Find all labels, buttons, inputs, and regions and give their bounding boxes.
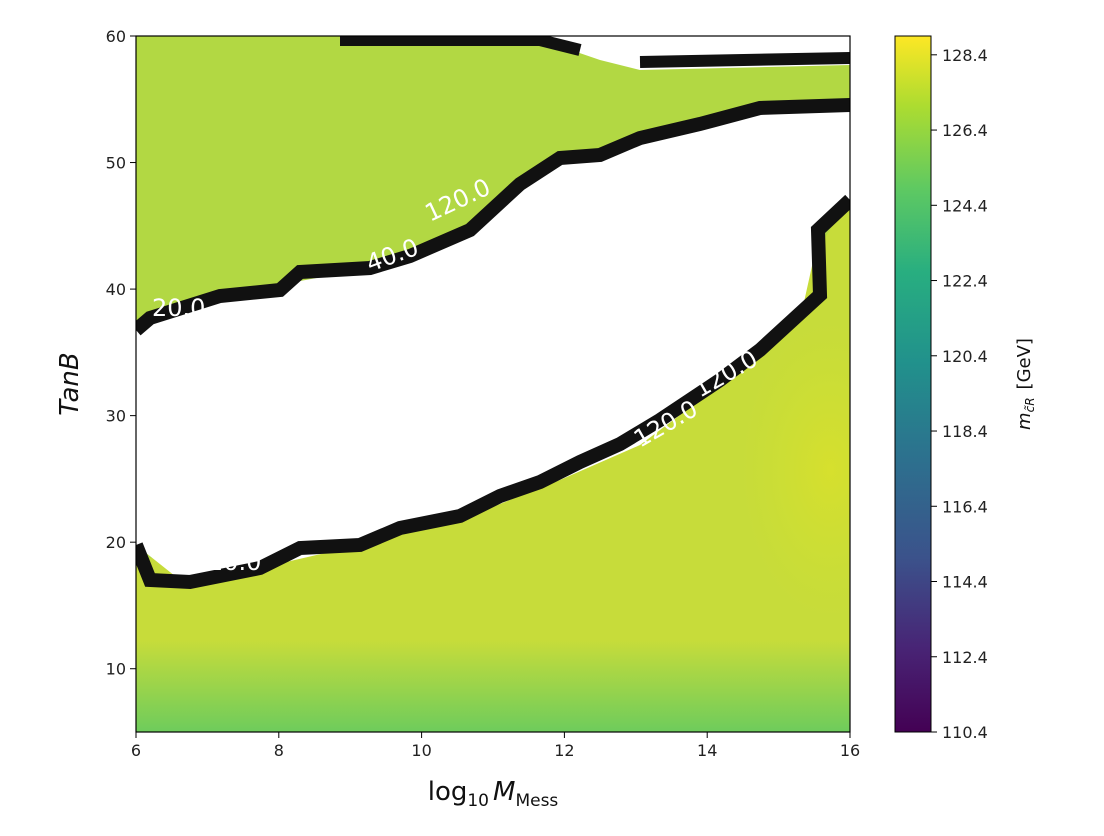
region-maximum [740,320,850,620]
contour-label: 20.0 [208,548,261,576]
contour-upper-boundary [136,98,850,336]
y-axis-title: TanB [55,352,85,415]
colorbar-tick-label: 110.4 [942,723,988,742]
y-tick-label: 50 [106,154,126,173]
colorbar-title-main: m [1014,412,1035,430]
x-tick-label: 6 [131,741,141,760]
x-tick-label: 16 [840,741,860,760]
y-tick-label: 10 [106,660,126,679]
colorbar-tick-label: 126.4 [942,121,988,140]
colorbar-tick-label: 112.4 [942,648,988,667]
x-axis-title-base: log [428,777,468,807]
plot-area: 20.0 20.0 120.0 120.0 40.0 120.0 [136,36,850,732]
x-axis-title-var: M [493,777,515,807]
y-tick-label: 60 [106,27,126,46]
colorbar-tick-label: 124.4 [942,196,988,215]
colorbar-tick-label: 118.4 [942,422,988,441]
x-axis-title: log10 MMess [428,777,559,811]
colorbar [894,35,932,733]
colorbar-tick-label: 114.4 [942,573,988,592]
y-tick-label: 40 [106,280,126,299]
colorbar-tick-label: 122.4 [942,272,988,291]
x-tick-label: 12 [554,741,574,760]
x-axis-title-sub: 10 [467,791,489,811]
colorbar-title-sub: c̃R [1023,397,1037,412]
y-axis: 10 20 30 40 50 60 [106,27,136,679]
y-tick-label: 30 [106,407,126,426]
plot-frame [135,35,851,733]
colorbar-tick-label: 120.4 [942,347,988,366]
y-tick-label: 20 [106,533,126,552]
x-axis: 6 8 10 12 14 16 [131,732,860,760]
contour-label: 20.0 [152,294,205,322]
contour-top-boundary [340,36,582,56]
contour-lower-boundary [136,194,850,590]
x-tick-label: 10 [411,741,431,760]
colorbar-tick-label: 116.4 [942,497,988,516]
contour-top-right-boundary [639,52,850,68]
colorbar-axis: 110.4 112.4 114.4 116.4 118.4 120.4 122.4 124.4… [931,46,988,742]
x-tick-label: 8 [274,741,284,760]
region-bottom-band [136,640,850,732]
region-lower [136,200,850,732]
x-axis-title-var-sub: Mess [515,791,558,811]
x-tick-label: 14 [697,741,717,760]
colorbar-title: mc̃R [GeV] [1014,338,1037,430]
colorbar-tick-label: 128.4 [942,46,988,65]
colorbar-title-unit: [GeV] [1014,338,1035,389]
excluded-region [136,100,850,580]
